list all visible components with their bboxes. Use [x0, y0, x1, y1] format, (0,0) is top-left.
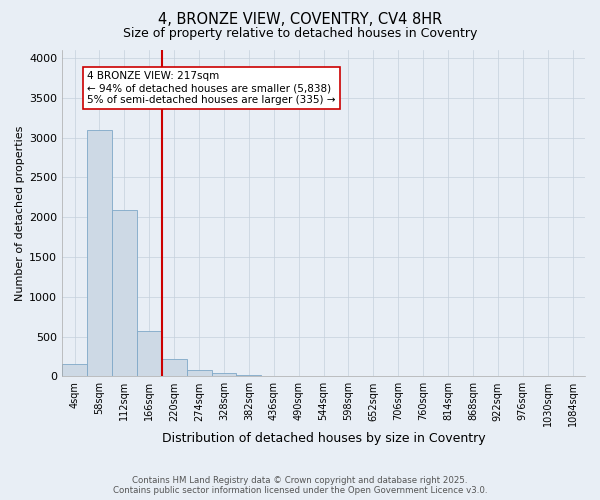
X-axis label: Distribution of detached houses by size in Coventry: Distribution of detached houses by size …: [162, 432, 485, 445]
Bar: [162, 359, 187, 376]
Text: Contains HM Land Registry data © Crown copyright and database right 2025.
Contai: Contains HM Land Registry data © Crown c…: [113, 476, 487, 495]
Bar: [87, 130, 112, 376]
Bar: [212, 373, 236, 376]
Bar: [187, 370, 212, 376]
Text: Size of property relative to detached houses in Coventry: Size of property relative to detached ho…: [123, 28, 477, 40]
Text: 4 BRONZE VIEW: 217sqm
← 94% of detached houses are smaller (5,838)
5% of semi-de: 4 BRONZE VIEW: 217sqm ← 94% of detached …: [87, 72, 335, 104]
Bar: [62, 364, 87, 376]
Y-axis label: Number of detached properties: Number of detached properties: [15, 126, 25, 301]
Bar: [112, 210, 137, 376]
Text: 4, BRONZE VIEW, COVENTRY, CV4 8HR: 4, BRONZE VIEW, COVENTRY, CV4 8HR: [158, 12, 442, 28]
Bar: [137, 331, 162, 376]
Bar: [236, 374, 262, 376]
